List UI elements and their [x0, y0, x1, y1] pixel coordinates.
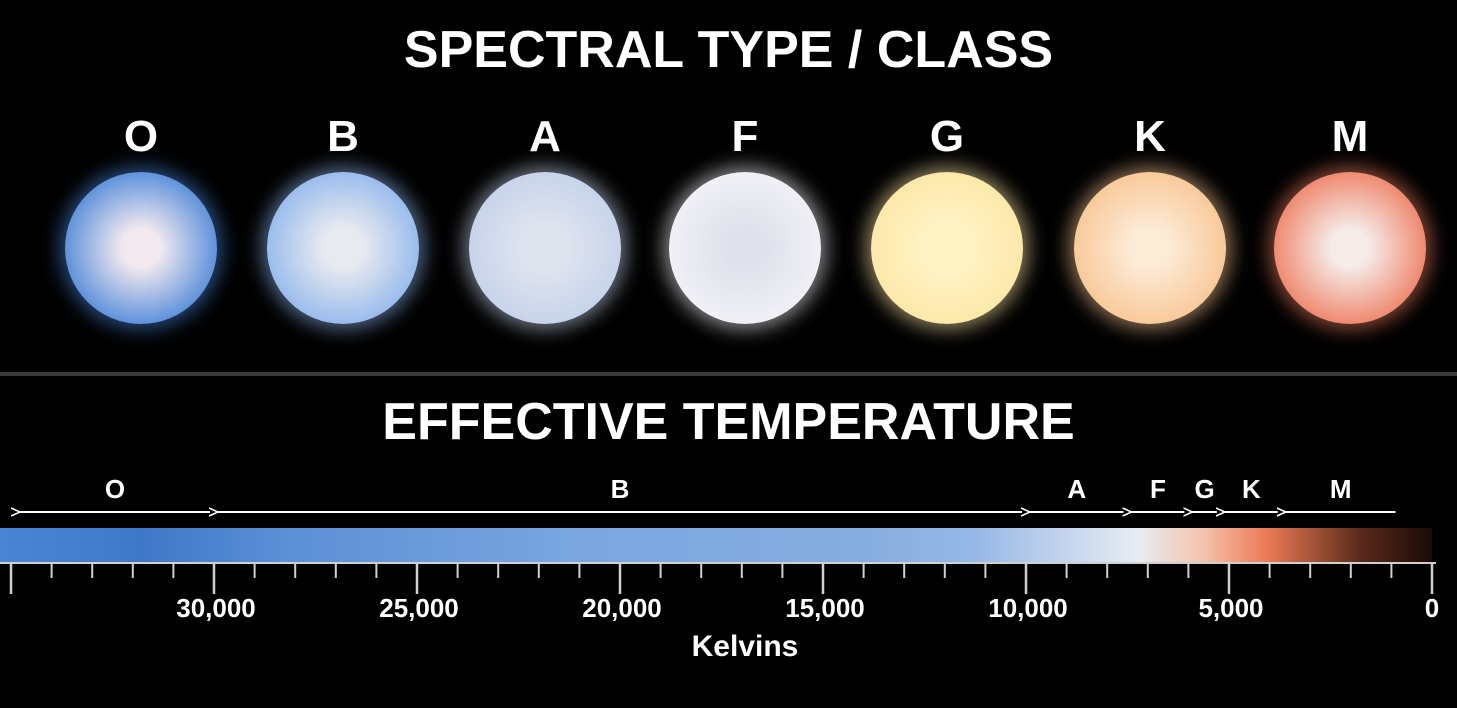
spectral-type-title: SPECTRAL TYPE / CLASS	[403, 21, 1054, 79]
tick-label: 15,000	[785, 593, 865, 623]
temperature-scale: 30,000 25,000 20,000 15,000 10,000 5,000 0 Kelv…	[0, 474, 1439, 663]
star-m	[1274, 172, 1426, 324]
range-label-k: K	[1242, 474, 1261, 504]
panel-divider	[0, 372, 1457, 376]
tick-label: 5,000	[1198, 593, 1263, 623]
axis-title: Kelvins	[692, 630, 799, 663]
class-letter-k: K	[1134, 112, 1166, 161]
class-letter-g: G	[929, 112, 965, 161]
star-g	[871, 172, 1023, 324]
tick-label: 30,000	[176, 593, 256, 623]
star-a	[469, 172, 621, 324]
class-letter-o: O	[123, 112, 159, 161]
tick-label: 0	[1425, 593, 1439, 623]
tick-label: 10,000	[988, 593, 1068, 623]
class-letter-f: F	[731, 112, 759, 161]
range-label-m: M	[1330, 474, 1352, 504]
range-label-a: A	[1067, 474, 1086, 504]
class-letter-b: B	[327, 112, 359, 161]
star-k	[1074, 172, 1226, 324]
class-letter-a: A	[529, 112, 561, 161]
class-letter-m: M	[1331, 112, 1369, 161]
range-label-f: F	[1150, 474, 1166, 504]
star-f	[669, 172, 821, 324]
effective-temperature-title: EFFECTIVE TEMPERATURE	[382, 393, 1075, 451]
range-label-g: G	[1195, 474, 1215, 504]
star-o	[65, 172, 217, 324]
tick-label: 25,000	[379, 593, 459, 623]
range-label-b: B	[611, 474, 630, 504]
star-b	[267, 172, 419, 324]
temperature-gradient-bar	[0, 528, 1432, 562]
tick-label: 20,000	[582, 593, 662, 623]
range-label-o: O	[105, 474, 125, 504]
